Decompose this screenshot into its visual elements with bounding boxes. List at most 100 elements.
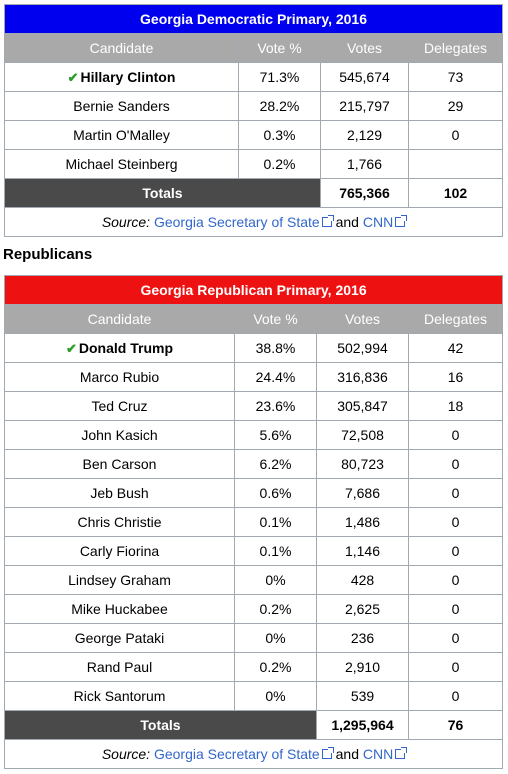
table-row: ✔ Hillary Clinton 71.3% 545,674 73	[4, 62, 504, 92]
votes-cell: 545,674	[320, 62, 409, 92]
candidate-name: John Kasich	[81, 427, 158, 443]
candidate-cell: John Kasich	[4, 420, 235, 450]
table-row: Marco Rubio 24.4% 316,836 16	[4, 362, 504, 392]
delegates-cell: 0	[407, 681, 504, 711]
candidate-cell: Lindsey Graham	[4, 565, 235, 595]
vote-pct-cell: 0.2%	[238, 149, 321, 179]
candidate-name: George Pataki	[74, 630, 165, 646]
totals-delegates: 102	[407, 178, 504, 208]
candidate-name: Rand Paul	[86, 659, 153, 675]
column-header-vote-pct: Vote %	[234, 304, 317, 334]
vote-pct-cell: 0%	[234, 565, 317, 595]
candidate-name: Carly Fiorina	[79, 543, 160, 559]
table-row: Ben Carson 6.2% 80,723 0	[4, 449, 504, 479]
votes-cell: 502,994	[316, 333, 409, 363]
table-row: George Pataki 0% 236 0	[4, 623, 504, 653]
vote-pct-cell: 71.3%	[238, 62, 321, 92]
link-text: CNN	[362, 746, 394, 762]
candidate-cell: Bernie Sanders	[4, 91, 239, 121]
delegates-cell: 42	[407, 333, 504, 363]
candidate-name: Martin O'Malley	[73, 127, 170, 143]
external-link-icon	[321, 215, 334, 227]
candidate-cell: Chris Christie	[4, 507, 235, 537]
candidate-cell: Martin O'Malley	[4, 120, 239, 150]
totals-label: Totals	[4, 178, 321, 208]
table-body: ✔ Hillary Clinton 71.3% 545,674 73 Bernie San…	[4, 62, 504, 179]
section-heading-republicans: Republicans	[3, 246, 93, 263]
table-row: Martin O'Malley 0.3% 2,129 0	[4, 120, 504, 150]
delegates-cell: 29	[407, 91, 504, 121]
source-link-cnn[interactable]: CNN	[362, 214, 408, 230]
table-body: ✔ Donald Trump 38.8% 502,994 42 Marco Rubio 24…	[4, 333, 504, 711]
source-and: and	[335, 746, 359, 762]
delegates-cell: 16	[407, 362, 504, 392]
delegates-cell: 0	[407, 120, 504, 150]
delegates-cell: 0	[407, 478, 504, 508]
republican-results-table: Georgia Republican Primary, 2016 Candida…	[3, 275, 504, 769]
column-header-candidate: Candidate	[4, 304, 235, 334]
vote-pct-cell: 0.1%	[234, 507, 317, 537]
candidate-name: Lindsey Graham	[68, 572, 171, 588]
democratic-results-table: Georgia Democratic Primary, 2016 Candida…	[3, 4, 504, 237]
votes-cell: 316,836	[316, 362, 409, 392]
source-link-georgia-sos[interactable]: Georgia Secretary of State	[153, 746, 334, 762]
delegates-cell	[407, 149, 504, 179]
table-row: Jeb Bush 0.6% 7,686 0	[4, 478, 504, 508]
column-header-delegates: Delegates	[407, 33, 504, 63]
candidate-cell: ✔ Donald Trump	[4, 333, 235, 363]
link-text: Georgia Secretary of State	[153, 746, 320, 762]
column-header-candidate: Candidate	[4, 33, 239, 63]
candidate-name: Donald Trump	[78, 339, 174, 356]
source-prefix: Source:	[101, 214, 151, 230]
candidate-name: Ben Carson	[82, 456, 157, 472]
candidate-name: Michael Steinberg	[65, 156, 178, 172]
table-row: Ted Cruz 23.6% 305,847 18	[4, 391, 504, 421]
table-row: ✔ Donald Trump 38.8% 502,994 42	[4, 333, 504, 363]
candidate-cell: Ted Cruz	[4, 391, 235, 421]
vote-pct-cell: 28.2%	[238, 91, 321, 121]
table-row: Mike Huckabee 0.2% 2,625 0	[4, 594, 504, 624]
table-row: Michael Steinberg 0.2% 1,766	[4, 149, 504, 179]
table-row: Lindsey Graham 0% 428 0	[4, 565, 504, 595]
totals-row: Totals 1,295,964 76	[4, 710, 504, 740]
delegates-cell: 73	[407, 62, 504, 92]
vote-pct-cell: 0.2%	[234, 652, 317, 682]
candidate-name: Mike Huckabee	[71, 601, 168, 617]
table-row: Bernie Sanders 28.2% 215,797 29	[4, 91, 504, 121]
totals-votes: 765,366	[320, 178, 409, 208]
vote-pct-cell: 0.6%	[234, 478, 317, 508]
votes-cell: 215,797	[320, 91, 409, 121]
external-link-icon	[321, 747, 334, 759]
link-text: Georgia Secretary of State	[153, 214, 320, 230]
votes-cell: 1,766	[320, 149, 409, 179]
candidate-name: Chris Christie	[77, 514, 162, 530]
source-link-cnn[interactable]: CNN	[362, 746, 408, 762]
candidate-cell: Marco Rubio	[4, 362, 235, 392]
totals-row: Totals 765,366 102	[4, 178, 504, 208]
candidate-name: Marco Rubio	[79, 369, 160, 385]
candidate-cell: Mike Huckabee	[4, 594, 235, 624]
votes-cell: 305,847	[316, 391, 409, 421]
candidate-cell: Rick Santorum	[4, 681, 235, 711]
candidate-cell: George Pataki	[4, 623, 235, 653]
votes-cell: 539	[316, 681, 409, 711]
vote-pct-cell: 24.4%	[234, 362, 317, 392]
source-row: Source: Georgia Secretary of State and C…	[3, 207, 504, 237]
votes-cell: 2,910	[316, 652, 409, 682]
link-text: CNN	[362, 214, 394, 230]
votes-cell: 7,686	[316, 478, 409, 508]
source-and: and	[335, 214, 359, 230]
delegates-cell: 0	[407, 594, 504, 624]
column-header-votes: Votes	[320, 33, 409, 63]
table-row: Rand Paul 0.2% 2,910 0	[4, 652, 504, 682]
delegates-cell: 0	[407, 507, 504, 537]
table-row: Carly Fiorina 0.1% 1,146 0	[4, 536, 504, 566]
vote-pct-cell: 0.3%	[238, 120, 321, 150]
table-row: Chris Christie 0.1% 1,486 0	[4, 507, 504, 537]
candidate-cell: Carly Fiorina	[4, 536, 235, 566]
votes-cell: 236	[316, 623, 409, 653]
table-title: Georgia Democratic Primary, 2016	[3, 4, 504, 34]
source-link-georgia-sos[interactable]: Georgia Secretary of State	[153, 214, 334, 230]
delegates-cell: 0	[407, 623, 504, 653]
votes-cell: 2,129	[320, 120, 409, 150]
